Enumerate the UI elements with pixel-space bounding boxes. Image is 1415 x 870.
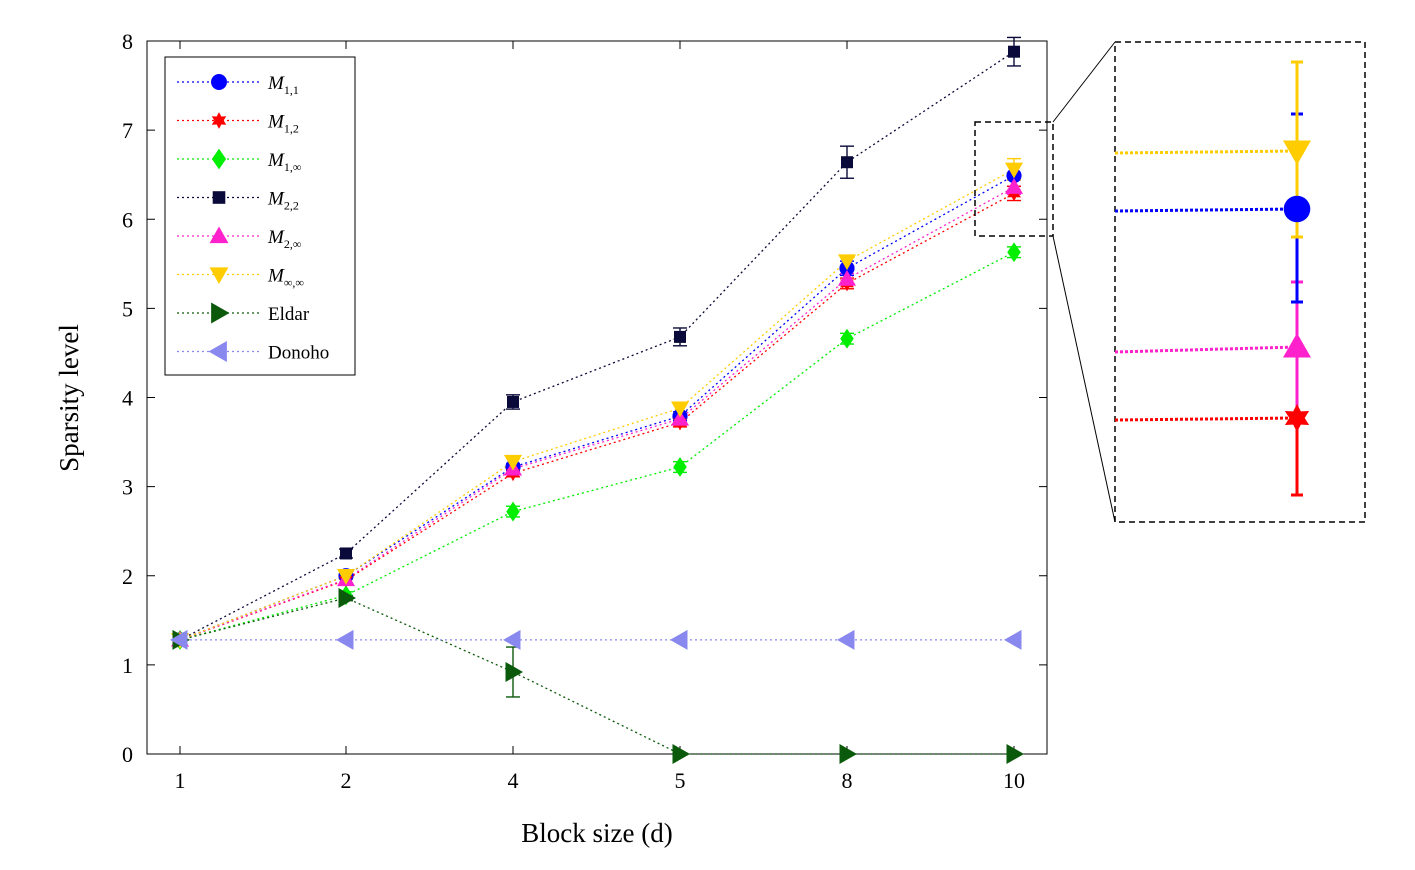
- legend-label: M∞,∞: [267, 266, 304, 290]
- legend-marker: [211, 148, 227, 170]
- y-tick-label: 4: [122, 386, 133, 411]
- data-point: [839, 744, 857, 764]
- data-point: [673, 457, 687, 477]
- data-point: [340, 547, 352, 560]
- inset-data-point: [1283, 333, 1311, 358]
- y-tick-label: 0: [122, 742, 133, 767]
- data-point: [504, 454, 522, 471]
- data-point: [841, 156, 853, 169]
- data-point: [672, 744, 690, 764]
- inset-content: [1114, 60, 1311, 497]
- data-point: [1007, 242, 1021, 263]
- data-point: [1008, 45, 1020, 58]
- y-tick-label: 5: [122, 296, 133, 321]
- data-point: [674, 330, 686, 343]
- data-point: [1005, 162, 1023, 179]
- legend-label: M1,1: [267, 73, 299, 97]
- zoom-inset: [974, 41, 1366, 523]
- legend-box: [164, 56, 356, 376]
- data-point: [838, 269, 856, 286]
- inset-data-point: [1283, 195, 1311, 223]
- data-point: [1004, 629, 1022, 650]
- data-point: [838, 254, 856, 271]
- legend-marker: [209, 226, 229, 244]
- y-tick-label: 2: [122, 564, 133, 589]
- series-line: [179, 251, 1015, 641]
- legend-marker: [211, 302, 230, 324]
- series-line: [179, 175, 1015, 641]
- legend-label: M2,∞: [267, 227, 301, 251]
- data-point: [670, 629, 688, 650]
- data-point: [1005, 178, 1023, 194]
- data-point: [507, 395, 519, 408]
- inset-data-point: [1284, 404, 1310, 432]
- data-point: [840, 328, 854, 349]
- data-point: [837, 629, 855, 650]
- inset-data-point: [1283, 140, 1311, 165]
- legend-marker: [212, 191, 226, 204]
- axis-ticks: 0 1 2 3 4 5 6 7 8 1 2 4 5 8 10: [122, 29, 1047, 793]
- inset-series-line: [1114, 345, 1298, 354]
- data-point: [337, 569, 355, 585]
- x-tick-label: 2: [341, 768, 352, 793]
- y-axis-label: Sparsity level: [54, 324, 84, 472]
- x-tick-label: 4: [508, 768, 519, 793]
- data-point: [671, 409, 689, 426]
- series-line: [179, 186, 1015, 641]
- x-tick-label: 8: [842, 768, 853, 793]
- inset-series-line: [1114, 207, 1298, 213]
- data-point: [671, 401, 689, 418]
- inset-series-line: [1114, 149, 1298, 155]
- x-tick-label: 10: [1003, 768, 1025, 793]
- legend-marker: [208, 341, 227, 362]
- error-bars: [339, 36, 1021, 698]
- data-point: [503, 629, 521, 650]
- inset-series-line: [1114, 416, 1298, 422]
- y-tick-label: 7: [122, 118, 133, 143]
- y-tick-label: 6: [122, 207, 133, 232]
- legend-label: Eldar: [268, 304, 310, 325]
- zoom-connector-bottom: [1052, 235, 1116, 523]
- x-axis-label: Block size (d): [521, 818, 672, 848]
- series-line: [179, 192, 1015, 641]
- x-tick-label: 1: [175, 768, 186, 793]
- series-lines: [179, 51, 1015, 755]
- x-tick-label: 5: [675, 768, 686, 793]
- legend: M1,1 M1,2 M1,∞ M2,2 M2,∞ M∞,∞ Eldar Donoho: [164, 56, 356, 376]
- y-tick-label: 3: [122, 475, 133, 500]
- series-markers: [170, 45, 1024, 764]
- data-point: [505, 662, 523, 683]
- legend-marker: [211, 74, 227, 90]
- y-tick-label: 1: [122, 653, 133, 678]
- series-line: [179, 597, 1014, 755]
- data-point: [506, 501, 520, 522]
- legend-label: M2,2: [267, 189, 299, 213]
- data-point: [338, 588, 356, 609]
- legend-label: M1,2: [267, 112, 299, 136]
- inset-box: [1114, 41, 1366, 523]
- data-point: [336, 629, 354, 650]
- data-point: [1006, 744, 1024, 764]
- y-tick-label: 8: [122, 29, 133, 54]
- zoom-connector-top: [1052, 41, 1116, 123]
- data-point: [170, 629, 188, 650]
- legend-label: M1,∞: [267, 150, 301, 174]
- series-line: [179, 51, 1015, 641]
- legend-marker: [209, 267, 229, 284]
- zoom-region-box: [974, 121, 1054, 237]
- legend-label: Donoho: [268, 343, 329, 364]
- legend-marker: [211, 112, 227, 129]
